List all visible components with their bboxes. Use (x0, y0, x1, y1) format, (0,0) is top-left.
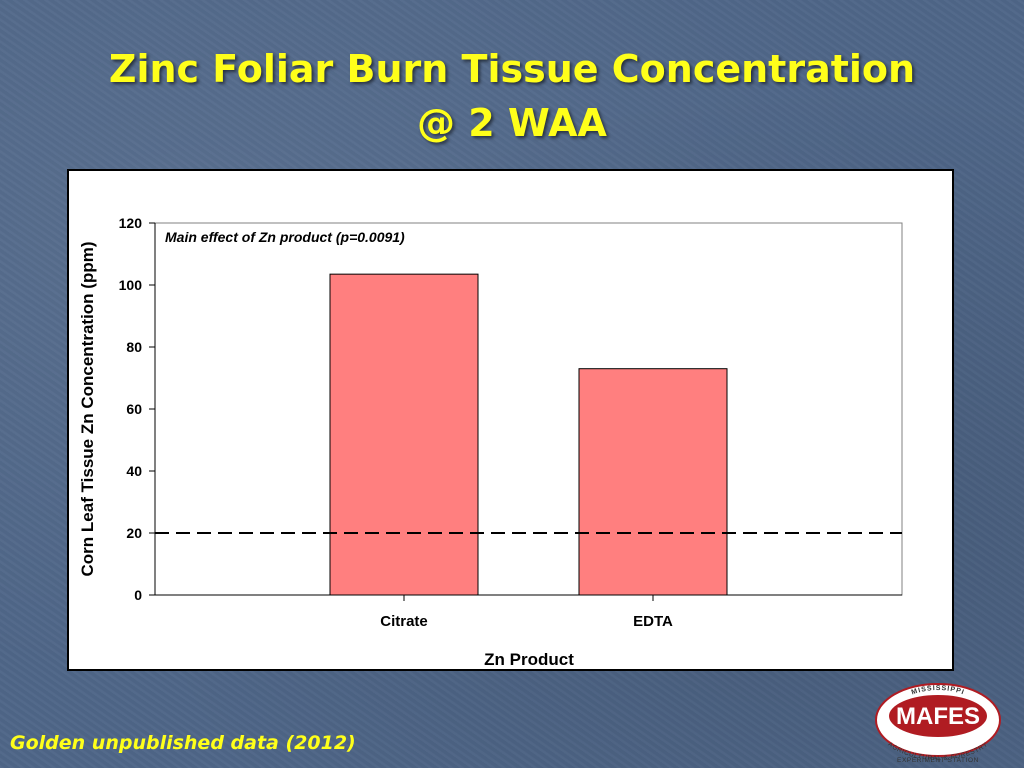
logo-bottom-text-2: EXPERIMENT STATION (897, 757, 979, 764)
chart-frame: Citrate EDTA 0 20 40 60 80 100 120 Main effect o… (67, 169, 954, 671)
slide-title-line-1: Zinc Foliar Burn Tissue Concentration (108, 47, 916, 91)
slide-title-line-2: @ 2 WAA (417, 101, 607, 145)
y-tick-label: 0 (134, 587, 142, 603)
logo-name: MAFES (896, 703, 980, 730)
x-tick-label: Citrate (380, 613, 428, 630)
y-tick-label: 120 (119, 215, 143, 231)
y-tick-label: 40 (126, 463, 142, 479)
bar-chart: Citrate EDTA 0 20 40 60 80 100 120 Main effect o… (78, 215, 903, 669)
y-axis-label: Corn Leaf Tissue Zn Concentration (ppm) (78, 242, 97, 577)
bar-edta (578, 368, 728, 596)
y-tick-label: 80 (126, 339, 142, 355)
data-source-note: Golden unpublished data (2012) (10, 732, 356, 754)
bar-citrate (329, 273, 479, 596)
slide-title: Zinc Foliar Burn Tissue Concentration @ … (0, 42, 1024, 150)
y-tick-label: 60 (126, 401, 142, 417)
chart-annotation: Main effect of Zn product (p=0.0091) (165, 229, 405, 245)
mafes-logo: MISSISSIPPI MAFES AGRICULTURAL & FORESTR… (875, 683, 1001, 764)
y-tick-label: 20 (126, 525, 142, 541)
x-axis-label: Zn Product (484, 650, 574, 669)
plot-area (154, 222, 903, 596)
x-tick-label: EDTA (633, 613, 673, 630)
logo-top-text: MISSISSIPPI (911, 685, 966, 696)
y-tick-label: 100 (119, 277, 143, 293)
